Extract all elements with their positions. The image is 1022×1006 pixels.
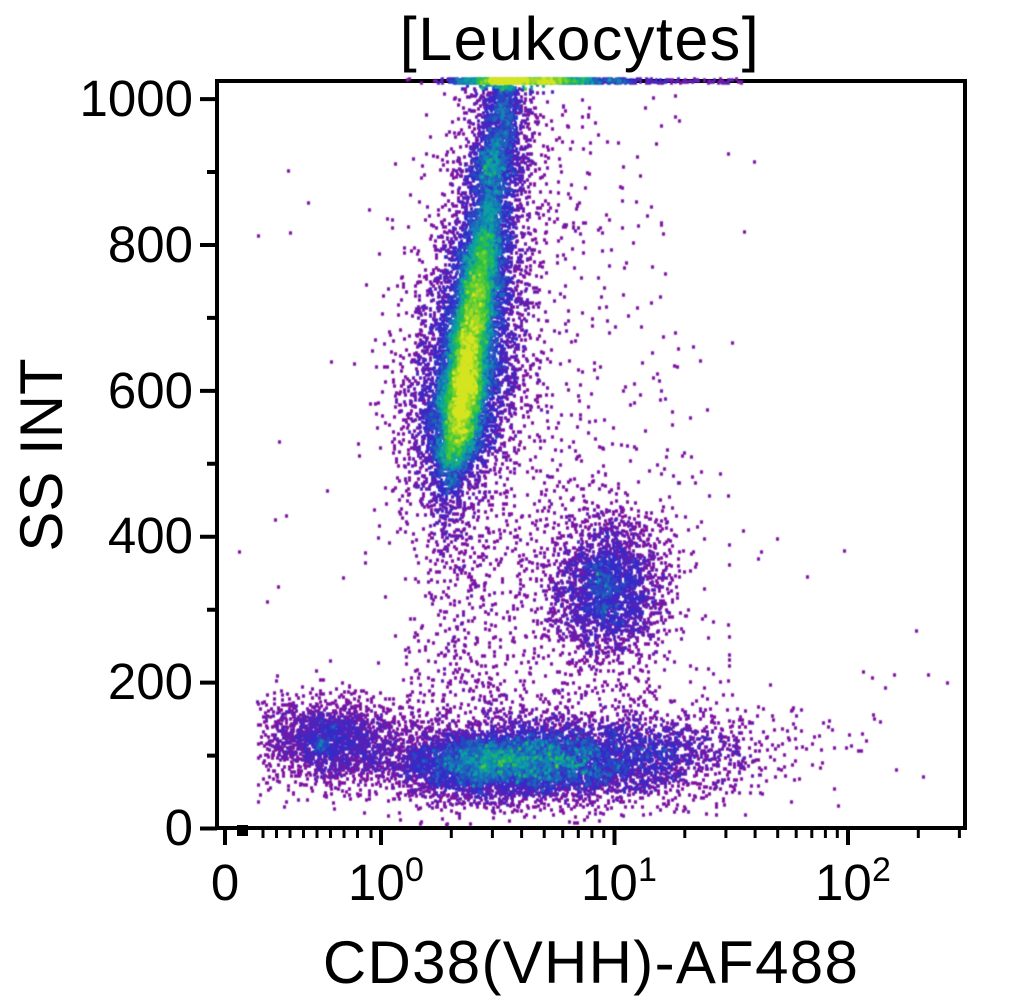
svg-text:10: 10 [581,854,638,911]
svg-text:200: 200 [108,653,193,710]
svg-text:SS INT: SS INT [8,358,75,551]
svg-text:2: 2 [872,851,891,889]
svg-text:1000: 1000 [80,70,193,127]
svg-text:600: 600 [108,362,193,419]
svg-text:0: 0 [405,851,424,889]
svg-text:800: 800 [108,216,193,273]
svg-text:10: 10 [815,854,872,911]
svg-text:CD38(VHH)-AF488: CD38(VHH)-AF488 [323,929,859,996]
svg-text:10: 10 [348,854,405,911]
svg-text:[Leukocytes]: [Leukocytes] [400,5,760,73]
svg-text:0: 0 [165,799,193,856]
svg-text:0: 0 [211,854,239,911]
svg-text:1: 1 [638,851,657,889]
svg-text:400: 400 [108,507,193,564]
